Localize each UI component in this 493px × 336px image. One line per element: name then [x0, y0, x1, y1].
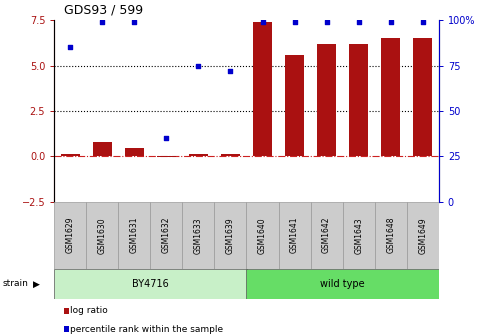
Bar	[221, 155, 240, 156]
Text: ▶: ▶	[33, 280, 40, 288]
Text: GSM1643: GSM1643	[354, 217, 363, 254]
Bar	[253, 22, 272, 156]
Bar	[285, 55, 304, 156]
Text: log ratio: log ratio	[70, 306, 108, 315]
Bar	[413, 38, 432, 156]
Text: GSM1631: GSM1631	[130, 217, 139, 253]
Text: GSM1642: GSM1642	[322, 217, 331, 253]
Point	[258, 19, 266, 25]
Point	[130, 19, 138, 25]
Bar	[343, 202, 375, 269]
Point	[66, 45, 74, 50]
Bar	[118, 202, 150, 269]
Bar	[61, 154, 80, 156]
Point	[290, 19, 298, 25]
Bar	[214, 202, 246, 269]
Bar	[375, 202, 407, 269]
Bar	[125, 148, 144, 156]
Bar	[157, 156, 176, 157]
Bar	[246, 269, 439, 299]
Point	[98, 19, 106, 25]
Point	[322, 19, 330, 25]
Bar	[279, 202, 311, 269]
Text: GSM1649: GSM1649	[418, 217, 427, 254]
Text: GSM1633: GSM1633	[194, 217, 203, 254]
Text: BY4716: BY4716	[132, 279, 169, 289]
Text: GSM1648: GSM1648	[386, 217, 395, 253]
Point	[354, 19, 362, 25]
Point	[419, 19, 426, 25]
Text: GSM1630: GSM1630	[98, 217, 107, 254]
Text: GDS93 / 599: GDS93 / 599	[64, 4, 143, 17]
Bar	[86, 202, 118, 269]
Text: GSM1640: GSM1640	[258, 217, 267, 254]
Point	[162, 135, 170, 141]
Text: GSM1632: GSM1632	[162, 217, 171, 253]
Text: wild type: wild type	[320, 279, 365, 289]
Text: percentile rank within the sample: percentile rank within the sample	[70, 325, 223, 334]
Bar	[54, 202, 86, 269]
Point	[226, 68, 234, 74]
Bar	[349, 44, 368, 156]
Bar	[54, 269, 246, 299]
Bar	[150, 202, 182, 269]
Text: GSM1629: GSM1629	[66, 217, 75, 253]
Bar	[317, 44, 336, 156]
Text: GSM1641: GSM1641	[290, 217, 299, 253]
Text: GSM1639: GSM1639	[226, 217, 235, 254]
Bar	[189, 154, 208, 156]
Text: strain: strain	[2, 280, 28, 288]
Point	[194, 63, 202, 68]
Bar	[407, 202, 439, 269]
Bar	[182, 202, 214, 269]
Bar	[93, 142, 112, 156]
Bar	[246, 202, 279, 269]
Bar	[311, 202, 343, 269]
Point	[387, 19, 394, 25]
Bar	[381, 38, 400, 156]
